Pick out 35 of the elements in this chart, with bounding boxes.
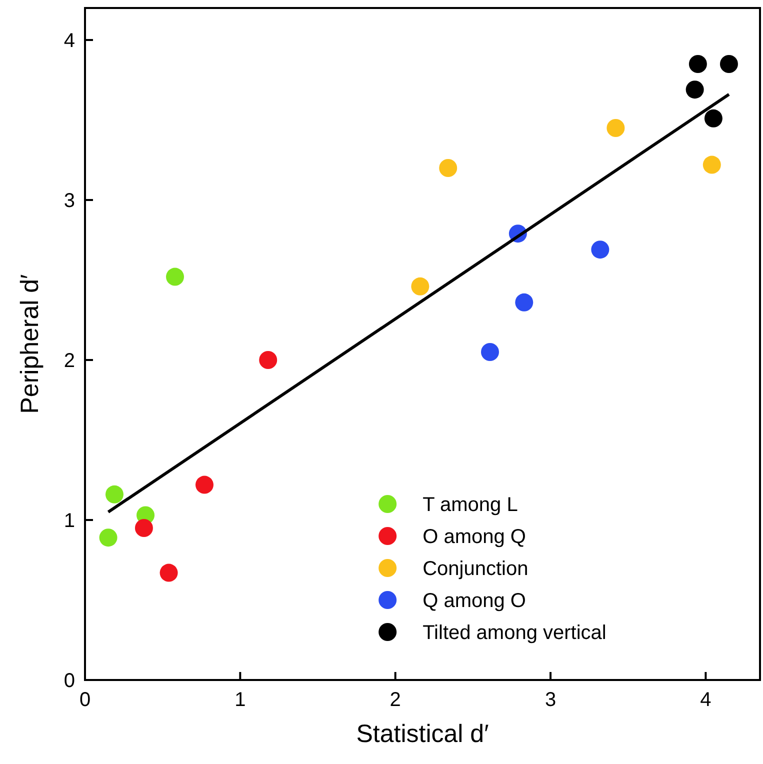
point	[591, 240, 610, 259]
point	[411, 277, 430, 296]
point	[105, 485, 124, 504]
point	[481, 343, 499, 361]
x-axis-title: Statistical d′	[356, 720, 490, 748]
x-tick-label: 0	[79, 689, 91, 711]
y-tick-label: 1	[64, 510, 75, 532]
point	[439, 159, 458, 177]
point	[515, 293, 534, 312]
point	[134, 519, 153, 537]
point	[702, 156, 721, 174]
legend-label: T among L	[422, 494, 518, 516]
legend-label: Conjunction	[422, 558, 528, 580]
legend-label: Tilted among vertical	[422, 622, 606, 644]
point	[606, 119, 625, 137]
point	[99, 528, 118, 547]
point	[686, 80, 704, 99]
legend-label: Q among O	[422, 590, 526, 612]
point	[688, 55, 707, 73]
legend-label: O among Q	[422, 526, 526, 548]
x-tick-label: 2	[390, 689, 401, 711]
point	[704, 109, 722, 128]
point	[259, 351, 278, 369]
point	[160, 564, 178, 582]
y-tick-label: 4	[64, 30, 75, 52]
x-tick-label: 3	[544, 689, 556, 711]
point	[720, 55, 738, 73]
x-tick-label: 4	[700, 689, 712, 711]
y-tick-label: 0	[64, 670, 75, 692]
point	[195, 476, 214, 494]
x-tick-label: 1	[234, 689, 246, 711]
y-axis-title: Peripheral d′	[16, 274, 44, 414]
y-tick-label: 2	[64, 350, 75, 372]
point	[166, 268, 184, 286]
y-tick-label: 3	[64, 190, 75, 212]
